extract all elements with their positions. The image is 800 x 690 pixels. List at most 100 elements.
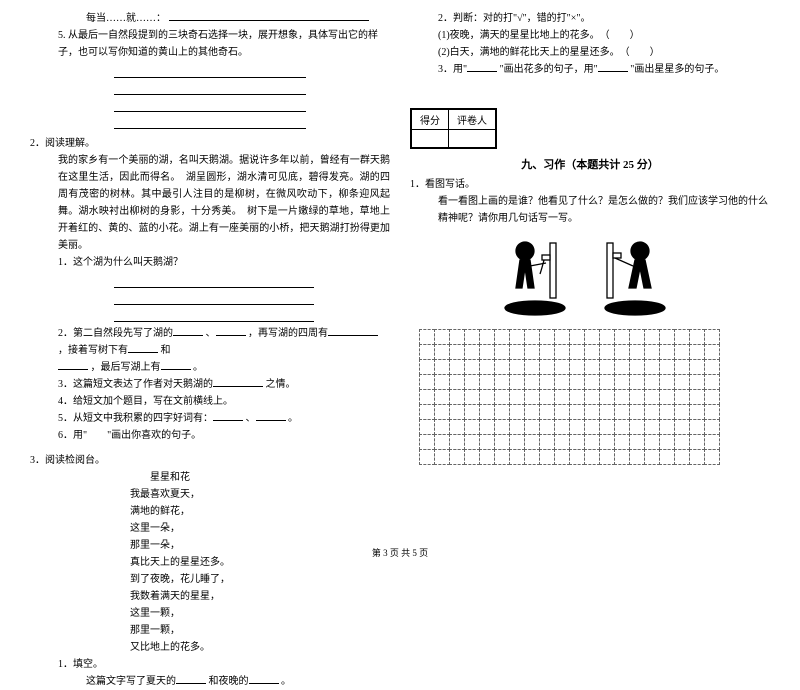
grid-cell xyxy=(554,329,570,345)
grid-cell xyxy=(449,344,465,360)
blank xyxy=(169,11,369,21)
grid-cell xyxy=(464,434,480,450)
blank xyxy=(213,377,263,387)
grid-cell xyxy=(569,359,585,375)
blank xyxy=(173,326,203,336)
j3c: "画出星星多的句子。 xyxy=(630,64,724,75)
grid-cell xyxy=(479,329,495,345)
grid-cell xyxy=(434,434,450,450)
blank xyxy=(467,62,497,72)
grid-cell xyxy=(524,419,540,435)
grid-row xyxy=(420,450,760,465)
r2-q2d: ，接着写树下有 xyxy=(58,345,128,356)
grid-cell xyxy=(509,419,525,435)
right-column: 2．判断：对的打"√"，错的打"×"。 (1)夜晚，满天的星星比地上的花多。 （… xyxy=(410,10,770,690)
r2-q2: 2．第二自然段先写了湖的 、 ，再写湖的四周有 ，接着写树下有 和 xyxy=(30,325,390,359)
poem-line: 到了夜晚，花儿睡了， xyxy=(30,571,390,588)
blank xyxy=(328,326,378,336)
grid-cell xyxy=(494,389,510,405)
grid-cell xyxy=(419,434,435,450)
grid-cell xyxy=(584,404,600,420)
grid-cell xyxy=(659,359,675,375)
grid-cell xyxy=(599,374,615,390)
r3-q1c: 。 xyxy=(281,676,291,687)
grid-cell xyxy=(584,329,600,345)
grid-cell xyxy=(554,359,570,375)
grid-cell xyxy=(569,329,585,345)
r2-q3a: 3．这篇短文表达了作者对天鹅湖的 xyxy=(58,379,213,390)
w1-text: 看一看图上画的是谁？他看见了什么？是怎么做的？我们应该学习他的什么精神呢？请你用… xyxy=(410,193,770,227)
score-cell xyxy=(412,130,449,148)
j2-1: (1)夜晚，满天的星星比地上的花多。 （ ） xyxy=(410,27,770,44)
grid-cell xyxy=(434,389,450,405)
blank xyxy=(161,360,191,370)
reading2-passage: 我的家乡有一个美丽的湖，名叫天鹅湖。据说许多年以前，曾经有一群天鹅在这里生活，因… xyxy=(30,152,390,254)
grid-cell xyxy=(479,389,495,405)
grid-cell xyxy=(419,374,435,390)
grid-cell xyxy=(659,449,675,465)
grid-cell xyxy=(704,434,720,450)
answer-line xyxy=(114,64,306,78)
grid-cell xyxy=(659,434,675,450)
r2-q2b: 、 xyxy=(206,328,216,339)
r2-q5a: 5．从短文中我积累的四字好词有： xyxy=(58,413,213,424)
grid-cell xyxy=(674,374,690,390)
j3a: 3．用" xyxy=(438,64,467,75)
grid-cell xyxy=(644,449,660,465)
r2-q1: 1．这个湖为什么叫天鹅湖？ xyxy=(30,254,390,271)
poem-line: 又比地上的花多。 xyxy=(30,639,390,656)
grid-row xyxy=(420,390,760,405)
r2-q5b: 、 xyxy=(246,413,256,424)
grid-cell xyxy=(569,419,585,435)
grid-cell xyxy=(644,389,660,405)
grid-cell xyxy=(614,419,630,435)
q4-text: 每当……就……： xyxy=(86,13,166,24)
grid-cell xyxy=(614,404,630,420)
grid-cell xyxy=(644,434,660,450)
grid-cell xyxy=(479,359,495,375)
grid-cell xyxy=(434,344,450,360)
grid-cell xyxy=(449,434,465,450)
grid-cell xyxy=(434,359,450,375)
grid-row xyxy=(420,330,760,345)
grid-cell xyxy=(464,449,480,465)
grid-cell xyxy=(584,389,600,405)
poem-line: 这里一朵， xyxy=(30,520,390,537)
poem-line: 我最喜欢夏天， xyxy=(30,486,390,503)
answer-line xyxy=(114,81,306,95)
r2-q5c: 。 xyxy=(288,413,298,424)
r2-q5: 5．从短文中我积累的四字好词有： 、 。 xyxy=(30,410,390,427)
grid-cell xyxy=(674,434,690,450)
grid-cell xyxy=(629,329,645,345)
blank xyxy=(128,343,158,353)
grid-cell xyxy=(644,374,660,390)
w1-head: 1．看图写话。 xyxy=(410,176,770,193)
grid-cell xyxy=(659,389,675,405)
grid-cell xyxy=(494,404,510,420)
grid-cell xyxy=(629,359,645,375)
blank xyxy=(58,360,88,370)
grid-cell xyxy=(524,404,540,420)
j2-2: (2)白天，满地的鲜花比天上的星星还多。 （ ） xyxy=(410,44,770,61)
grid-cell xyxy=(494,434,510,450)
grid-cell xyxy=(704,449,720,465)
grid-cell xyxy=(629,344,645,360)
grid-cell xyxy=(419,389,435,405)
grid-cell xyxy=(674,389,690,405)
grid-cell xyxy=(494,344,510,360)
blank xyxy=(598,62,628,72)
grid-cell xyxy=(419,449,435,465)
grid-cell xyxy=(449,389,465,405)
r2-q2g: 。 xyxy=(193,362,203,373)
grid-cell xyxy=(629,374,645,390)
grid-cell xyxy=(524,344,540,360)
grid-cell xyxy=(674,329,690,345)
grid-cell xyxy=(494,359,510,375)
grid-cell xyxy=(629,434,645,450)
grid-cell xyxy=(434,329,450,345)
grid-cell xyxy=(629,419,645,435)
r2-q2e: 和 xyxy=(161,345,171,356)
grid-cell xyxy=(434,374,450,390)
grid-cell xyxy=(539,404,555,420)
grid-cell xyxy=(539,344,555,360)
